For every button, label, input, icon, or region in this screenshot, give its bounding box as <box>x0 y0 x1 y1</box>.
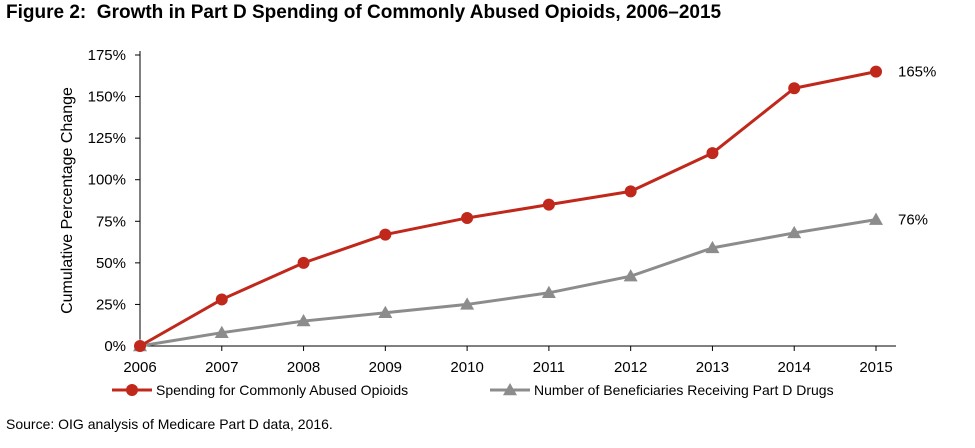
series-line <box>139 218 877 348</box>
y-tick-label: 125% <box>88 130 126 147</box>
x-tick-label: 2013 <box>696 359 729 376</box>
data-point <box>870 65 882 78</box>
y-tick-label: 50% <box>96 255 126 272</box>
figure-label: Figure 2: <box>6 2 87 23</box>
y-tick-label: 0% <box>104 338 126 355</box>
legend-label: Spending for Commonly Abused Opioids <box>156 382 408 398</box>
data-point <box>705 240 720 254</box>
end-value-label: 165% <box>898 64 936 81</box>
data-point <box>378 305 393 318</box>
legend-swatch-marker <box>503 383 517 396</box>
data-point <box>215 293 228 306</box>
y-tick-label: 25% <box>96 296 126 313</box>
data-point <box>541 285 556 299</box>
x-tick-label: 2008 <box>287 359 320 376</box>
data-point <box>706 147 719 160</box>
data-point <box>787 225 802 239</box>
figure-title-text: Growth in Part D Spending of Commonly Ab… <box>96 2 722 23</box>
data-point <box>461 211 474 224</box>
end-value-label: 76% <box>898 212 928 229</box>
series-0: 165% <box>134 64 936 352</box>
x-tick-label: 2012 <box>614 359 647 376</box>
data-point <box>297 256 310 269</box>
series-1: 76% <box>133 212 928 352</box>
line-chart: 0% 25% 50% 75% 100% 125% 150% 175% Cumulative Pe… <box>59 47 936 398</box>
data-point <box>624 185 637 198</box>
data-point <box>542 198 555 211</box>
x-tick-label: 2014 <box>778 359 811 376</box>
y-tick-label: 175% <box>88 47 126 64</box>
data-point <box>623 269 638 282</box>
data-point <box>134 340 146 352</box>
source-note: Source: OIG analysis of Medicare Part D … <box>6 416 333 432</box>
data-point <box>214 325 229 338</box>
legend-item: Number of Beneficiaries Receiving Part D… <box>490 382 834 398</box>
data-point <box>296 314 311 327</box>
data-point <box>460 297 475 310</box>
y-tick-label: 150% <box>88 89 126 106</box>
data-point <box>379 228 392 241</box>
data-point <box>788 82 801 95</box>
y-tick-label: 75% <box>96 213 126 230</box>
x-tick-label: 2010 <box>450 359 483 376</box>
y-tick-label: 100% <box>88 172 126 189</box>
series-line <box>139 70 877 348</box>
x-tick-label: 2009 <box>369 359 402 376</box>
chart-area: 0% 25% 50% 75% 100% 125% 150% 175% Cumulative Pe… <box>0 34 975 408</box>
figure-title: Figure 2: Growth in Part D Spending of C… <box>6 2 721 24</box>
legend-item: Spending for Commonly Abused Opioids <box>112 382 408 398</box>
x-tick-label: 2011 <box>533 359 565 376</box>
y-axis-title: Cumulative Percentage Change <box>59 87 76 314</box>
legend-swatch-marker <box>126 384 138 396</box>
x-tick-label: 2015 <box>859 359 892 376</box>
data-point <box>869 212 883 225</box>
legend-label: Number of Beneficiaries Receiving Part D… <box>534 382 834 398</box>
x-tick-label: 2006 <box>123 359 156 376</box>
x-tick-label: 2007 <box>205 359 238 376</box>
